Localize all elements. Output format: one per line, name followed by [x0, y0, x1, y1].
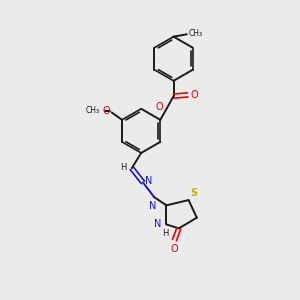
Text: S: S [190, 188, 198, 198]
Text: N: N [154, 219, 161, 229]
Text: CH₃: CH₃ [188, 29, 203, 38]
Text: O: O [156, 102, 164, 112]
Text: O: O [171, 244, 178, 254]
Text: N: N [149, 201, 156, 211]
Text: CH₃: CH₃ [85, 106, 99, 116]
Text: H: H [120, 163, 126, 172]
Text: O: O [190, 90, 198, 100]
Text: N: N [145, 176, 153, 186]
Text: H: H [162, 229, 168, 238]
Text: O: O [102, 106, 110, 116]
